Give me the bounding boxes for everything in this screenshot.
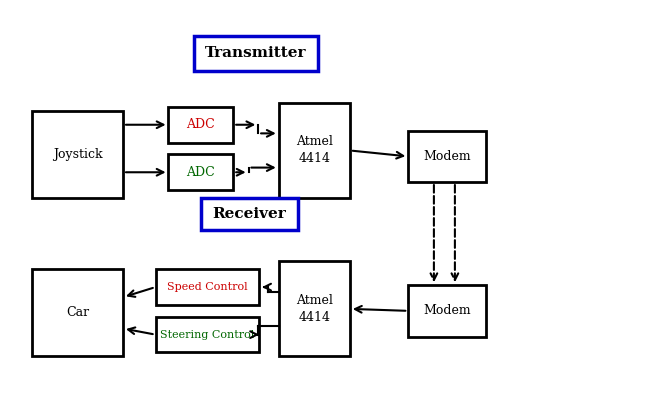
Bar: [279, 103, 350, 198]
Text: Receiver: Receiver: [213, 207, 286, 221]
Bar: [156, 269, 259, 305]
Bar: [408, 285, 486, 337]
Text: Joystick: Joystick: [53, 148, 102, 161]
Text: ADC: ADC: [187, 118, 215, 131]
Bar: [201, 198, 298, 230]
Bar: [32, 111, 123, 198]
Bar: [156, 317, 259, 352]
Text: Atmel
4414: Atmel 4414: [296, 294, 332, 324]
Text: Modem: Modem: [423, 305, 471, 317]
Text: Car: Car: [66, 307, 89, 319]
Text: Steering Control: Steering Control: [160, 329, 255, 340]
Text: Modem: Modem: [423, 150, 471, 163]
Bar: [168, 107, 233, 143]
Text: ADC: ADC: [187, 166, 215, 179]
Bar: [279, 261, 350, 356]
Bar: [408, 131, 486, 182]
Bar: [168, 154, 233, 190]
Bar: [32, 269, 123, 356]
Text: Transmitter: Transmitter: [205, 46, 307, 61]
Text: Speed Control: Speed Control: [167, 282, 248, 292]
Text: Atmel
4414: Atmel 4414: [296, 135, 332, 166]
Bar: [194, 36, 318, 71]
